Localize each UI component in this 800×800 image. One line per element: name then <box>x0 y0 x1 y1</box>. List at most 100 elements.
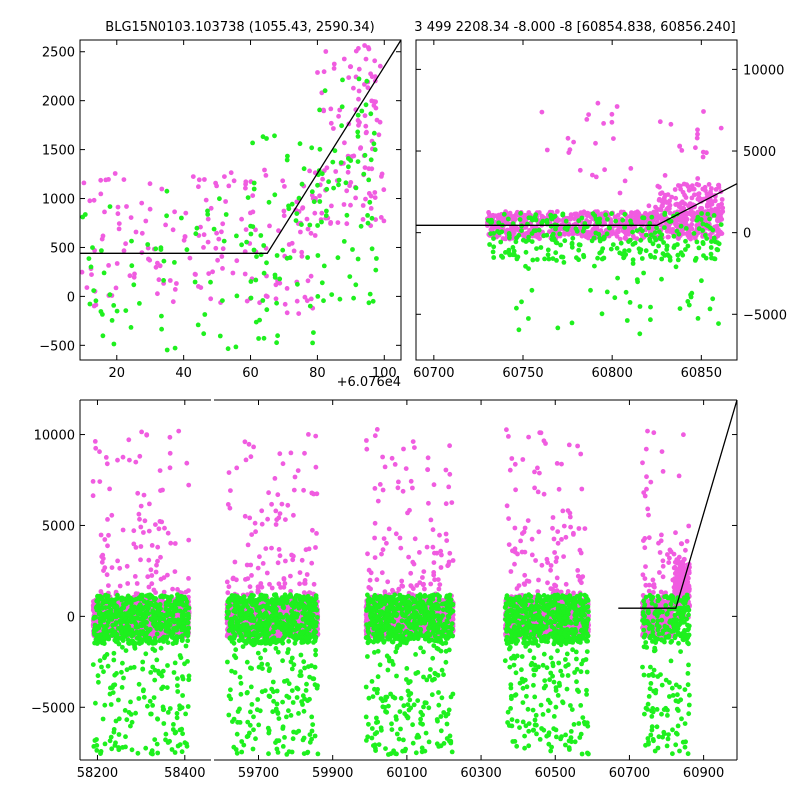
data-point <box>248 231 254 237</box>
data-point <box>374 256 379 261</box>
data-point <box>337 296 343 302</box>
data-point <box>576 242 582 248</box>
data-point <box>563 218 569 224</box>
data-point <box>717 209 723 215</box>
data-point <box>179 638 185 643</box>
data-point <box>557 231 563 237</box>
data-point <box>356 88 362 94</box>
data-point <box>655 183 661 189</box>
data-point <box>126 640 131 646</box>
data-point <box>264 294 270 299</box>
data-point <box>157 616 163 622</box>
data-point <box>703 255 709 261</box>
data-point <box>181 237 187 243</box>
data-point <box>116 641 122 647</box>
data-point <box>700 221 706 227</box>
data-point <box>233 344 239 350</box>
data-point <box>544 232 550 238</box>
data-point <box>146 557 152 563</box>
data-point <box>348 202 353 208</box>
data-point <box>196 184 201 190</box>
data-point <box>363 123 369 129</box>
data-point <box>534 257 540 262</box>
data-point <box>662 225 667 231</box>
data-point <box>107 486 112 492</box>
data-point <box>220 298 225 303</box>
data-point <box>344 188 350 194</box>
data-point <box>231 178 237 184</box>
data-point <box>159 326 165 332</box>
data-point <box>180 693 186 698</box>
y-tick-label: 10000 <box>743 63 784 78</box>
data-point <box>137 453 143 459</box>
data-point <box>570 235 576 241</box>
x-tick-label: 60700 <box>413 366 454 381</box>
data-point <box>186 537 192 543</box>
data-point <box>172 730 178 736</box>
data-point <box>217 333 223 339</box>
data-point <box>122 708 128 713</box>
data-point <box>128 665 134 671</box>
data-point <box>355 256 361 262</box>
data-point <box>689 186 695 192</box>
data-point <box>568 212 574 218</box>
data-point <box>159 673 165 679</box>
data-point <box>319 210 325 216</box>
data-point <box>329 292 335 297</box>
data-point <box>372 58 378 64</box>
data-point <box>220 246 226 252</box>
data-point <box>155 558 160 564</box>
data-point <box>289 201 295 207</box>
data-point <box>99 664 104 670</box>
data-point <box>638 226 643 232</box>
data-point <box>713 187 719 192</box>
data-point <box>219 254 225 259</box>
data-point <box>153 640 158 645</box>
data-point <box>118 595 124 601</box>
data-point <box>330 159 336 165</box>
data-point <box>123 734 128 740</box>
data-point <box>95 602 101 608</box>
data-point <box>123 630 129 636</box>
data-point <box>648 232 654 238</box>
data-point <box>162 525 167 531</box>
data-point <box>107 204 113 210</box>
data-point <box>329 203 334 209</box>
data-point <box>277 276 283 282</box>
data-point <box>217 196 222 202</box>
data-point <box>718 214 723 220</box>
data-point <box>324 186 330 192</box>
data-point <box>284 286 290 291</box>
data-point <box>700 154 706 160</box>
data-point <box>211 226 217 232</box>
data-point <box>341 56 347 62</box>
data-point <box>158 645 164 651</box>
data-point <box>175 683 180 688</box>
data-point <box>304 216 310 222</box>
data-point <box>622 211 628 217</box>
data-point <box>116 745 121 750</box>
data-point <box>538 245 544 250</box>
data-point <box>326 179 331 185</box>
data-point <box>185 619 191 625</box>
data-point <box>369 215 375 221</box>
data-point <box>526 215 532 221</box>
data-point <box>267 223 272 229</box>
data-point <box>128 325 134 330</box>
data-point <box>276 228 281 234</box>
data-point <box>118 607 124 613</box>
data-point <box>299 249 305 255</box>
data-point <box>136 511 142 517</box>
data-point <box>132 645 138 651</box>
data-point <box>272 133 277 139</box>
data-point <box>628 166 634 171</box>
data-point <box>165 663 170 668</box>
data-point <box>160 637 166 643</box>
data-point <box>125 581 131 586</box>
data-point <box>285 153 290 159</box>
data-point <box>198 224 203 230</box>
data-point <box>692 192 697 198</box>
data-point <box>91 288 97 293</box>
data-point <box>102 655 107 661</box>
data-point <box>256 336 261 341</box>
